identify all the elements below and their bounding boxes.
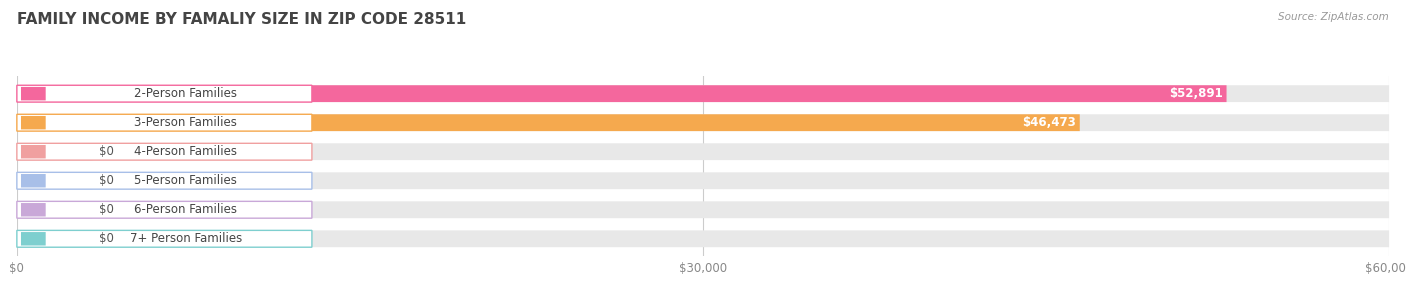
FancyBboxPatch shape: [21, 145, 45, 158]
Text: $52,891: $52,891: [1168, 87, 1222, 100]
FancyBboxPatch shape: [21, 116, 45, 129]
Text: $0: $0: [100, 232, 114, 245]
FancyBboxPatch shape: [21, 232, 45, 246]
FancyBboxPatch shape: [17, 143, 1389, 160]
Text: 3-Person Families: 3-Person Families: [134, 116, 238, 129]
Text: $0: $0: [100, 203, 114, 216]
Text: $46,473: $46,473: [1022, 116, 1076, 129]
FancyBboxPatch shape: [17, 230, 312, 247]
Text: 7+ Person Families: 7+ Person Families: [129, 232, 242, 245]
FancyBboxPatch shape: [17, 143, 312, 160]
FancyBboxPatch shape: [17, 114, 1389, 131]
FancyBboxPatch shape: [17, 230, 1389, 247]
FancyBboxPatch shape: [17, 172, 1389, 189]
FancyBboxPatch shape: [17, 85, 1226, 102]
FancyBboxPatch shape: [17, 201, 1389, 218]
Text: 2-Person Families: 2-Person Families: [134, 87, 238, 100]
Text: $0: $0: [100, 145, 114, 158]
Text: 5-Person Families: 5-Person Families: [134, 174, 238, 187]
FancyBboxPatch shape: [17, 114, 312, 131]
FancyBboxPatch shape: [17, 172, 93, 189]
FancyBboxPatch shape: [17, 201, 312, 218]
Text: 6-Person Families: 6-Person Families: [134, 203, 238, 216]
FancyBboxPatch shape: [17, 85, 312, 102]
FancyBboxPatch shape: [21, 174, 45, 188]
FancyBboxPatch shape: [17, 114, 1080, 131]
FancyBboxPatch shape: [17, 172, 312, 189]
FancyBboxPatch shape: [21, 87, 45, 100]
Text: $0: $0: [100, 174, 114, 187]
Text: Source: ZipAtlas.com: Source: ZipAtlas.com: [1278, 12, 1389, 22]
Text: FAMILY INCOME BY FAMALIY SIZE IN ZIP CODE 28511: FAMILY INCOME BY FAMALIY SIZE IN ZIP COD…: [17, 12, 467, 27]
FancyBboxPatch shape: [17, 230, 93, 247]
FancyBboxPatch shape: [21, 203, 45, 217]
Text: 4-Person Families: 4-Person Families: [134, 145, 238, 158]
FancyBboxPatch shape: [17, 201, 93, 218]
FancyBboxPatch shape: [17, 85, 1389, 102]
FancyBboxPatch shape: [17, 143, 93, 160]
